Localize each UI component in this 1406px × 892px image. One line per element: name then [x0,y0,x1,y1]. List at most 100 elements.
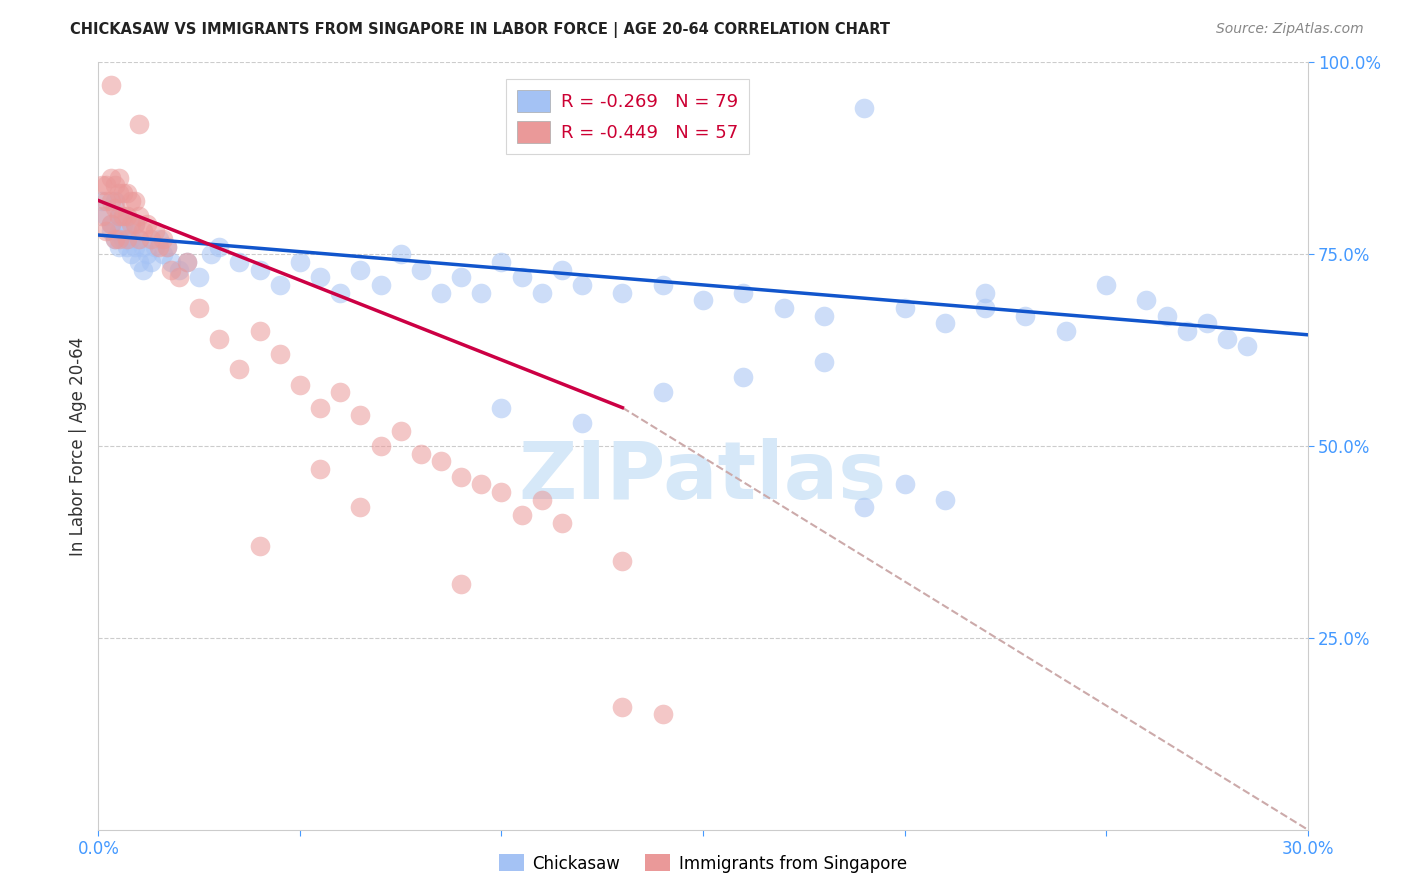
Point [96,194,118,208]
Point [115,209,138,223]
Point [124,217,146,231]
Point [124,194,146,208]
Point [115,239,138,253]
Point [934,492,956,507]
Legend: R = -0.269   N = 79, R = -0.449   N = 57: R = -0.269 N = 79, R = -0.449 N = 57 [506,79,749,154]
Point [228,362,250,376]
Point [91,178,114,193]
Text: CHICKASAW VS IMMIGRANTS FROM SINGAPORE IN LABOR FORCE | AGE 20-64 CORRELATION CH: CHICKASAW VS IMMIGRANTS FROM SINGAPORE I… [70,22,890,38]
Point [1014,309,1036,323]
Point [128,232,150,246]
Point [612,554,634,568]
Point [733,285,755,300]
Point [491,485,513,500]
Point [148,239,170,253]
Point [430,454,453,468]
Point [100,224,122,238]
Y-axis label: In Labor Force | Age 20-64: In Labor Force | Age 20-64 [69,336,87,556]
Point [370,277,392,292]
Point [152,247,174,261]
Point [1175,324,1198,338]
Point [128,209,150,223]
Point [893,301,915,315]
Point [309,270,332,285]
Point [111,186,134,200]
Point [128,232,150,246]
Point [96,224,118,238]
Point [551,262,574,277]
Point [612,699,634,714]
Point [107,170,129,185]
Point [651,277,673,292]
Point [208,239,231,253]
Point [1216,332,1239,346]
Point [107,186,129,200]
Point [491,401,513,415]
Point [107,232,129,246]
Point [934,316,956,330]
Point [813,309,835,323]
Point [107,209,129,223]
Point [269,277,291,292]
Point [772,301,794,315]
Point [124,217,146,231]
Point [115,232,138,246]
Point [156,239,179,253]
Point [389,424,412,438]
Point [103,232,125,246]
Point [1156,309,1178,323]
Point [430,285,453,300]
Point [100,217,122,231]
Point [288,377,311,392]
Point [853,500,876,515]
Point [100,217,122,231]
Point [370,439,392,453]
Point [269,347,291,361]
Point [409,447,432,461]
Point [160,255,183,269]
Point [551,516,574,530]
Point [96,209,118,223]
Point [450,270,472,285]
Point [132,239,155,253]
Point [853,102,876,116]
Point [188,270,211,285]
Point [107,239,129,253]
Point [349,500,371,515]
Point [510,270,533,285]
Point [103,232,125,246]
Point [124,239,146,253]
Point [135,217,157,231]
Point [156,239,179,253]
Point [329,385,352,400]
Point [143,239,166,253]
Text: Source: ZipAtlas.com: Source: ZipAtlas.com [1216,22,1364,37]
Point [470,285,492,300]
Point [139,232,162,246]
Point [974,301,997,315]
Point [309,462,332,476]
Point [208,332,231,346]
Point [1195,316,1218,330]
Point [132,224,155,238]
Point [409,262,432,277]
Point [103,178,125,193]
Point [107,224,129,238]
Point [349,409,371,423]
Point [651,707,673,722]
Point [115,224,138,238]
Point [571,277,593,292]
Point [309,401,332,415]
Point [128,117,150,131]
Point [100,78,122,93]
Point [1135,293,1157,308]
Point [470,477,492,491]
Point [510,508,533,522]
Point [893,477,915,491]
Point [651,385,673,400]
Legend: Chickasaw, Immigrants from Singapore: Chickasaw, Immigrants from Singapore [492,847,914,880]
Point [128,255,150,269]
Point [389,247,412,261]
Point [120,217,142,231]
Point [132,262,155,277]
